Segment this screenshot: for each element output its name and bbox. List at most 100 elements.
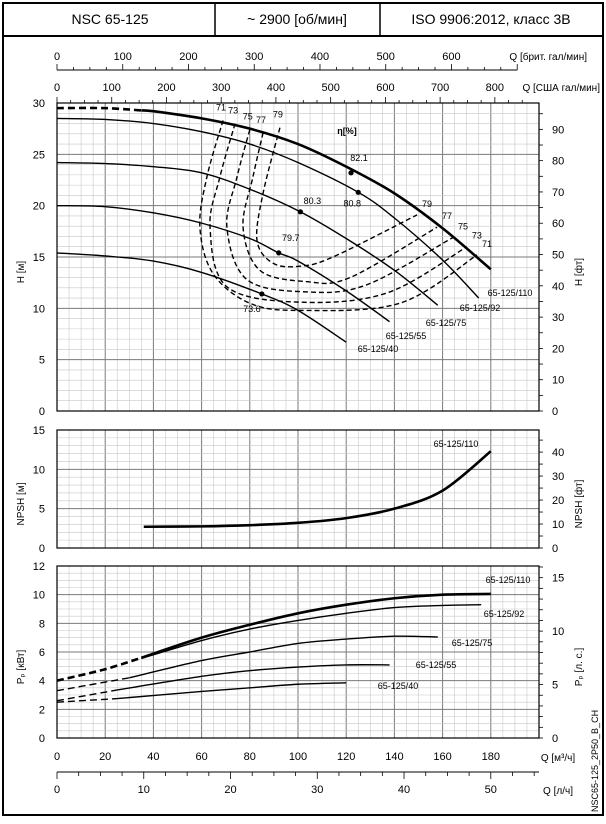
y-right-tick-label: 40 — [552, 281, 564, 293]
top-axis-us-tick-label: 200 — [157, 82, 175, 94]
curve-65-125/110 — [140, 592, 491, 659]
curve-65-125/40 — [56, 252, 347, 343]
curve-65-125/92 — [141, 604, 482, 660]
top-axis-us-title: Q [США гал/мин] — [522, 83, 600, 94]
curve-label: 65-125/110 — [434, 439, 479, 449]
curve-label: 65-125/55 — [386, 331, 427, 341]
y-tick-label: 10 — [33, 303, 45, 315]
y-tick-label: 15 — [33, 425, 45, 437]
y-right-tick-label: 40 — [552, 447, 564, 459]
header-speed: ~ 2900 [об/мин] — [247, 11, 347, 27]
x-tick-label: 80 — [244, 751, 256, 763]
y-right-tick-label: 10 — [552, 519, 564, 531]
y-right-tick-label: 15 — [552, 573, 564, 585]
header-standard: ISO 9906:2012, класс 3B — [411, 11, 570, 27]
curve-label: 65-125/110 — [488, 288, 533, 298]
x2-tick-label: 40 — [398, 784, 410, 796]
y-right-tick-label: 0 — [552, 543, 558, 555]
curve-label: 65-125/55 — [416, 660, 457, 670]
bep-efficiency-label: 79.7 — [282, 233, 300, 243]
curve-dashed-65-125/110 — [56, 106, 142, 112]
efficiency-axis-label: η[%] — [337, 126, 357, 136]
y-axis-title: Pₚ [кВт] — [16, 649, 27, 684]
top-axis-brit-tick-label: 300 — [245, 51, 263, 63]
y-right-axis-title: Pₚ [л. с.] — [574, 648, 585, 687]
top-axis-us-tick-label: 600 — [376, 82, 394, 94]
chart-code: NSC65-125_2P50_B_CH — [590, 710, 600, 812]
x-axis-title: Q [м³/ч] — [541, 753, 576, 764]
top-axis-brit-tick-label: 600 — [442, 51, 460, 63]
y-tick-label: 12 — [33, 561, 45, 573]
top-axis-brit-tick-label: 500 — [377, 51, 395, 63]
efficiency-label-top: 79 — [273, 110, 283, 120]
y-tick-label: 4 — [39, 676, 45, 688]
y-right-tick-label: 5 — [552, 680, 558, 692]
top-axis-us-tick-label: 800 — [486, 82, 504, 94]
top-axis-brit-tick-label: 100 — [114, 51, 132, 63]
y-right-tick-label: 0 — [552, 733, 558, 745]
top-axis-us-tick-label: 300 — [212, 82, 230, 94]
curve-label: 65-125/92 — [484, 609, 525, 619]
x2-tick-label: 0 — [54, 784, 60, 796]
curve-label: 65-125/92 — [460, 303, 501, 313]
x-tick-label: 140 — [385, 751, 403, 763]
bep-marker — [348, 170, 354, 176]
top-axis-us-tick-label: 700 — [431, 82, 449, 94]
efficiency-label-right: 79 — [422, 199, 432, 209]
bep-marker — [297, 209, 304, 215]
y-right-tick-label: 10 — [552, 626, 564, 638]
y-tick-label: 5 — [39, 355, 45, 367]
curve-label: 65-125/75 — [426, 318, 467, 328]
y-right-axis-title: NPSH [фт] — [573, 479, 585, 528]
curve-dashed-65-125/40 — [56, 697, 118, 703]
efficiency-curve-71 — [199, 120, 478, 312]
y-axis-title: NPSH [м] — [16, 482, 27, 525]
top-axis-brit-tick-label: 0 — [54, 51, 60, 63]
y-right-tick-label: 20 — [552, 495, 564, 507]
y-right-tick-label: 30 — [552, 312, 564, 324]
curve-label: 65-125/40 — [378, 681, 419, 691]
efficiency-label-right: 71 — [482, 239, 492, 249]
efficiency-label-right: 75 — [458, 221, 468, 231]
y-axis-title: H [м] — [16, 261, 27, 284]
x2-tick-label: 50 — [485, 784, 497, 796]
y-tick-label: 6 — [39, 647, 45, 659]
curve-65-125/55 — [117, 664, 390, 691]
y-tick-label: 20 — [33, 201, 45, 213]
x-tick-label: 180 — [482, 751, 500, 763]
top-axis-brit-tick-label: 400 — [311, 51, 329, 63]
y-right-axis-title: H [фт] — [573, 258, 585, 286]
y-tick-label: 25 — [33, 149, 45, 161]
curve-65-125/75 — [129, 635, 438, 679]
y-right-tick-label: 70 — [552, 187, 564, 199]
x-tick-label: 60 — [195, 751, 207, 763]
top-axis-brit-tick-label: 200 — [179, 51, 197, 63]
x-tick-label: 40 — [147, 751, 159, 763]
x2-tick-label: 10 — [138, 784, 150, 796]
efficiency-label-top: 71 — [216, 102, 226, 112]
y-tick-label: 30 — [33, 98, 45, 110]
plot-frame — [56, 565, 540, 739]
y-right-tick-label: 10 — [552, 375, 564, 387]
curve-dashed-65-125/55 — [56, 689, 118, 702]
y-tick-label: 10 — [33, 464, 45, 476]
y-right-tick-label: 50 — [552, 250, 564, 262]
efficiency-curve-73 — [209, 123, 468, 304]
curve-65-125/40 — [117, 682, 347, 700]
y-right-tick-label: 80 — [552, 156, 564, 168]
x-tick-label: 0 — [54, 751, 60, 763]
x2-axis-title: Q [л/ч] — [543, 786, 573, 797]
x-tick-label: 120 — [337, 751, 355, 763]
efficiency-curve-75 — [226, 129, 454, 294]
x-tick-label: 100 — [289, 751, 307, 763]
top-axis-us-tick-label: 400 — [267, 82, 285, 94]
bep-efficiency-label: 80.8 — [343, 198, 361, 208]
y-tick-label: 15 — [33, 252, 45, 264]
x2-tick-label: 20 — [224, 784, 236, 796]
efficiency-label-top: 73 — [228, 106, 238, 116]
efficiency-label-right: 77 — [442, 211, 452, 221]
top-axis-us-tick-label: 500 — [321, 82, 339, 94]
top-axis-us-tick-label: 0 — [54, 82, 60, 94]
